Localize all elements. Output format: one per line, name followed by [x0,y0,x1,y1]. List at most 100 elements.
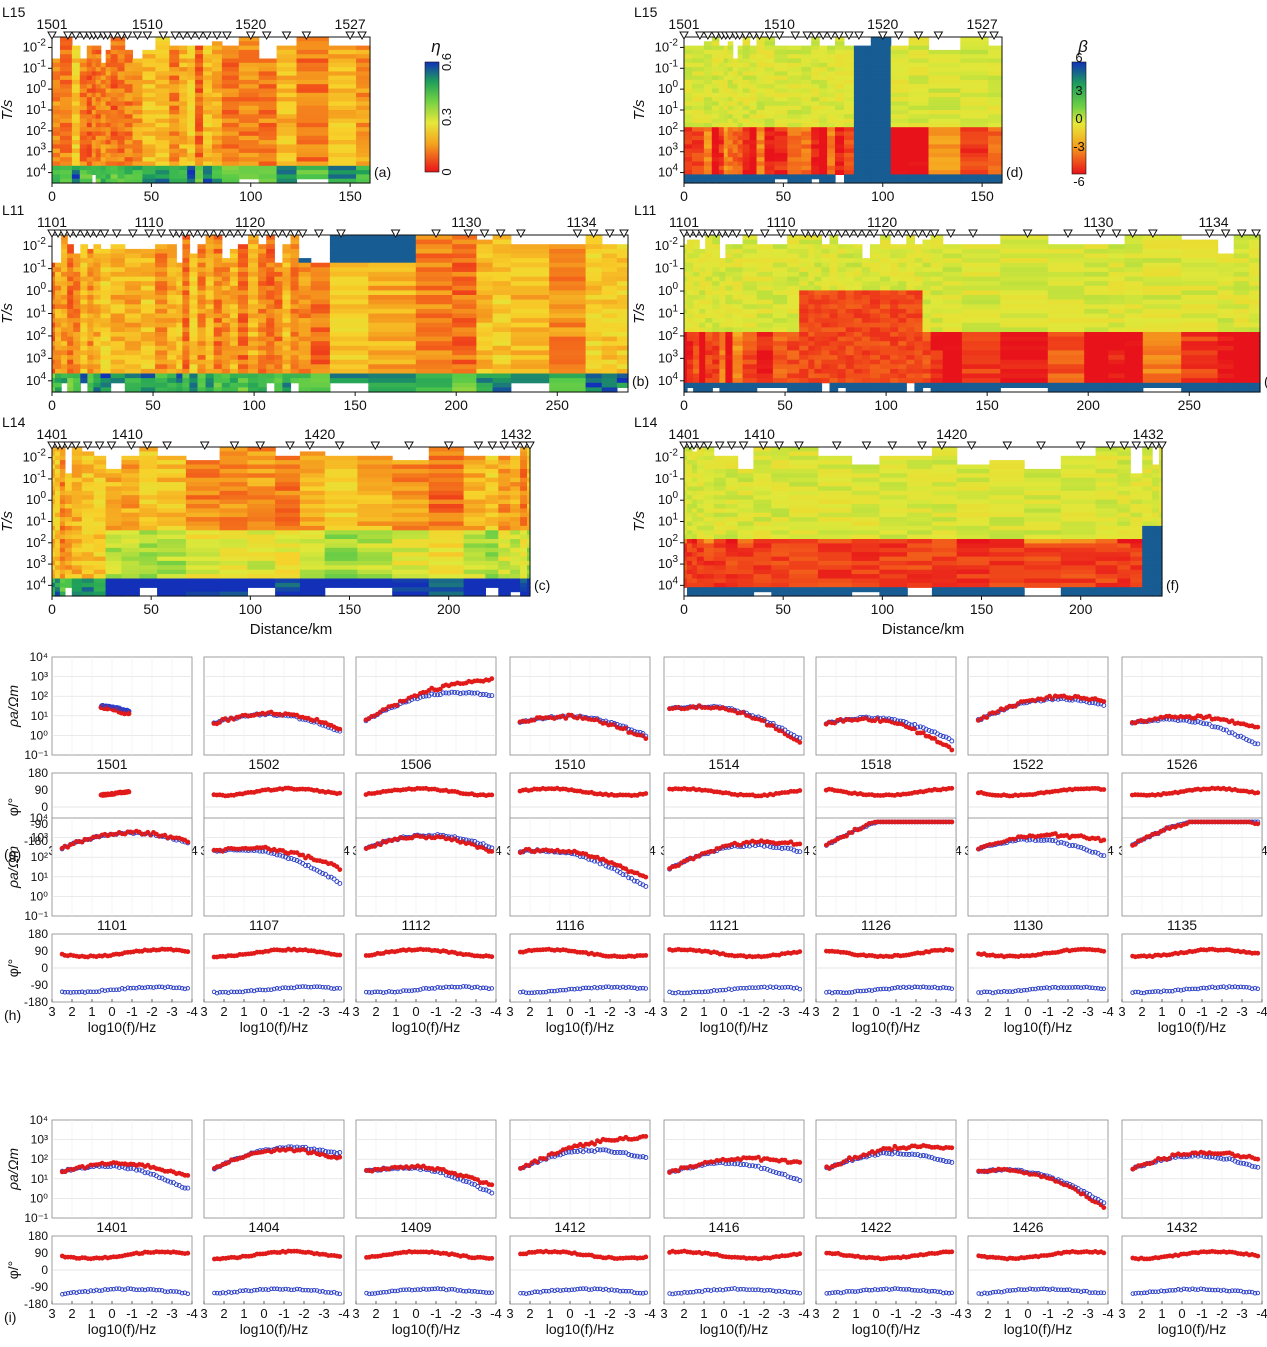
heatmap-cell [105,170,112,175]
heatmap-cell [212,67,223,72]
heatmap-cell [73,276,81,282]
heatmap-cell [392,539,430,544]
heatmap-cell [684,148,693,154]
heatmap-cell [212,79,223,85]
heatmap-cell [73,308,81,315]
heatmap-cell [756,54,765,60]
heatmap-cell [861,318,871,324]
heatmap-cell [616,253,629,259]
heatmap-cell [105,105,112,111]
heatmap-cell [811,144,820,150]
heatmap-cell [861,368,871,375]
heatmap-cell [187,45,196,51]
heatmap-cell [296,41,329,47]
heatmap-cell [132,174,143,180]
heatmap-cell [79,75,88,81]
heatmap-cell [845,295,855,301]
heatmap-cell [705,382,713,388]
heatmap-cell [908,174,930,180]
heatmap-cell [705,350,713,356]
heatmap-cell [140,345,156,351]
heatmap-cell [212,92,223,98]
heatmap-cell [213,239,223,245]
heatmap-cell [727,174,734,180]
heatmap-cell [52,161,61,167]
heatmap-cell [684,262,688,268]
heatmap-cell [811,118,820,124]
heatmap-cell [703,165,713,171]
heatmap-cell [93,490,107,496]
heatmap-cell [725,382,734,388]
station-marker [525,441,535,451]
heatmap-cell [328,170,357,175]
heatmap-cell [81,508,95,514]
heatmap-cell [238,62,260,68]
heatmap-cell [727,75,734,81]
heatmap-cell [142,118,156,124]
heatmap-cell [237,262,249,268]
heatmap-cell [124,313,142,319]
heatmap-cell [100,290,112,296]
heatmap-cell [71,473,83,479]
heatmap-cell [238,79,260,85]
heatmap-cell [616,285,629,291]
heatmap-cell [121,552,140,558]
heatmap-cell [861,258,871,264]
x-tick-label: 0 [680,188,688,204]
heatmap-cell [221,345,231,351]
heatmap-cell [155,271,168,278]
heatmap-cell [60,118,73,124]
heatmap-cell [498,455,511,461]
heatmap-cell [890,165,910,171]
heatmap-cell [310,281,331,287]
heatmap-cell [808,244,815,250]
heatmap-cell [853,97,872,102]
heatmap-cell [258,258,267,264]
heatmap-cell [142,135,156,141]
heatmap-cell [142,105,156,111]
heatmap-cell [692,157,705,163]
heatmap-cell [124,97,133,102]
heatmap-cell [124,318,142,324]
heatmap-cell [988,84,1003,90]
heatmap-cell [79,122,88,128]
heatmap-cell [890,161,910,167]
heatmap-cell [837,378,847,384]
heatmap-cell [737,88,744,94]
heatmap-cell [742,318,758,324]
station-marker [156,229,166,239]
heatmap-cell [510,504,521,509]
heatmap-cell [328,148,357,154]
station-marker [85,229,96,239]
heatmap-cell [692,152,705,158]
heatmap-cell [742,387,758,393]
heatmap-cell [699,355,706,361]
heatmap-cell [869,322,881,328]
heatmap-cell [121,530,140,536]
heatmap-cell [60,84,73,90]
heatmap-cell [988,58,1003,64]
heatmap-cell [219,582,248,588]
heatmap-cell [368,382,417,388]
heatmap-cell [357,517,393,523]
heatmap-cell [282,350,292,356]
heatmap-cell [110,49,119,55]
heatmap-cell [52,148,61,154]
heatmap-cell [248,276,259,282]
heatmap-cell [452,341,478,347]
heatmap-cell [182,295,191,301]
heatmap-cell [853,382,863,388]
heatmap-cell [124,131,133,137]
heatmap-cell [110,322,126,328]
heatmap-cell [703,148,713,154]
heatmap-cell [527,468,531,474]
heatmap-cell [219,512,248,518]
heatmap-cell [197,327,207,333]
heatmap-cell [772,276,788,282]
heatmap-cell [742,359,758,365]
heatmap-cell [819,118,828,124]
station-marker [390,229,401,239]
heatmap-cell [861,267,871,273]
heatmap-cell [853,350,863,356]
heatmap-cell [742,79,751,85]
